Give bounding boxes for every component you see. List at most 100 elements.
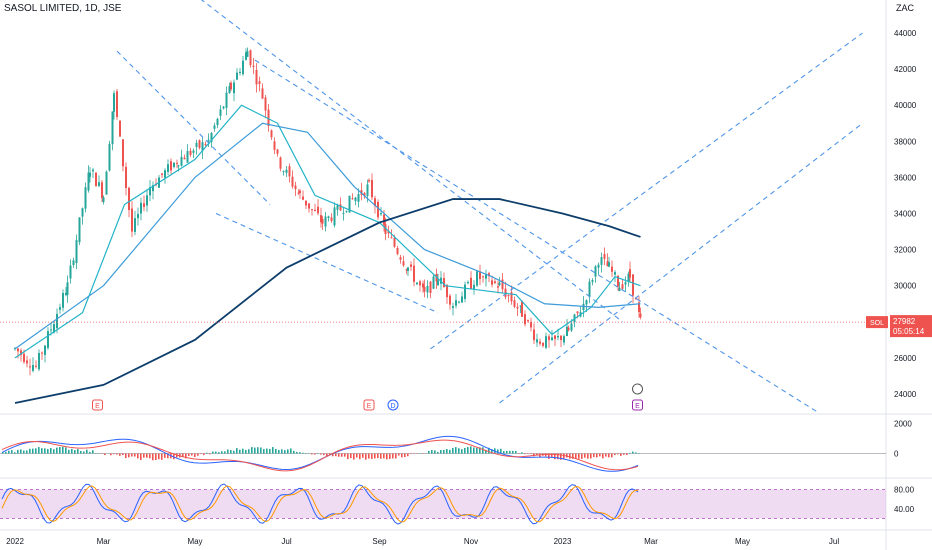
osc-bar [326, 453, 328, 457]
osc-bar [245, 449, 247, 454]
osc-bar [74, 450, 76, 454]
osc-bar [146, 453, 148, 458]
osc-bar [593, 453, 595, 458]
osc-bar [524, 453, 526, 455]
osc-bar [578, 453, 580, 459]
candle-body [122, 139, 124, 167]
osc-bar [347, 453, 349, 460]
trend-channel-line [499, 122, 863, 404]
candle-body [65, 292, 67, 296]
candle-body [311, 209, 313, 211]
osc-bar [536, 453, 538, 456]
osc-bar [503, 451, 505, 454]
candle-body [78, 217, 81, 243]
trend-channel-line [215, 212, 439, 314]
candle-body [357, 194, 360, 202]
osc-bar [368, 453, 370, 459]
candle-body [210, 133, 213, 142]
x-tick-label: Mar [97, 537, 111, 546]
candle-body [336, 205, 339, 210]
osc-bar [371, 453, 373, 459]
candle-body [591, 280, 594, 282]
y-tick-label: 32000 [894, 246, 917, 255]
x-tick-label: Sep [372, 537, 387, 546]
candle-body [32, 365, 34, 371]
candle-body [297, 192, 300, 194]
candle-body [81, 208, 84, 217]
osc-bar [608, 453, 610, 458]
osc-bar [92, 450, 94, 454]
candle-body [20, 350, 22, 356]
candle-body [69, 265, 72, 279]
candle-body [56, 313, 58, 329]
osc-bar [125, 453, 127, 459]
osc-bar [110, 453, 112, 456]
candle-body [390, 237, 393, 239]
osc-bar [155, 453, 157, 460]
x-tick-label: May [735, 537, 750, 546]
last-price-value: 27982 [893, 317, 916, 326]
candle-body [443, 277, 445, 288]
osc-bar [248, 449, 250, 454]
candle-body [53, 323, 55, 333]
candle-body [294, 185, 297, 190]
y-tick-label: 44000 [894, 29, 917, 38]
osc-bar [182, 453, 184, 457]
x-tick-label: 2022 [6, 537, 24, 546]
candle-body [95, 172, 97, 187]
osc-bar [590, 453, 592, 459]
candle-body [432, 276, 435, 289]
candle-body [458, 301, 460, 303]
osc-bar [407, 453, 409, 457]
osc-bar [53, 449, 55, 454]
osc-bar [599, 453, 601, 457]
candle-body [242, 60, 244, 75]
osc-bar [164, 453, 166, 458]
candle-body [204, 144, 207, 146]
candle-body [230, 82, 232, 90]
candle-body [342, 212, 345, 214]
dividend-marker [387, 399, 399, 411]
osc-bar [209, 453, 211, 455]
osc-bar [596, 453, 598, 458]
candle-body [449, 295, 451, 305]
candle-body [491, 280, 493, 285]
candle-body [252, 65, 255, 67]
candle-body [134, 218, 136, 232]
osc-bar [32, 448, 34, 454]
candle-body [149, 187, 151, 196]
osc-bar [242, 448, 244, 454]
osc-bar [476, 447, 478, 454]
osc-bar [254, 447, 256, 454]
x-tick-label: Mar [644, 537, 658, 546]
trend-channel-line [116, 50, 271, 205]
candle-body [519, 305, 522, 307]
candle-body [554, 335, 556, 339]
osc-bar [587, 453, 589, 459]
osc-bar [128, 453, 130, 458]
osc-bar [44, 448, 46, 454]
osc-bar [560, 453, 562, 460]
candle-body [393, 237, 396, 247]
trend-channel-line [254, 59, 818, 413]
osc-bar [218, 452, 220, 454]
candle-body [47, 331, 49, 348]
price-symbol: SOL [870, 320, 884, 327]
osc-bar [482, 447, 484, 454]
osc-bar [362, 453, 364, 458]
osc-bar [206, 452, 208, 454]
osc-bar [41, 448, 43, 454]
osc-bar [137, 453, 139, 459]
osc-bar [287, 449, 289, 454]
candle-body [582, 303, 585, 311]
osc-bar [161, 453, 163, 460]
osc-bar [458, 448, 460, 454]
osc-bar [440, 450, 442, 454]
osc-bar [158, 453, 160, 460]
candle-body [485, 274, 487, 279]
candle-body [560, 335, 562, 341]
candle-body [113, 93, 115, 112]
osc-bar [59, 447, 61, 454]
osc-bar [314, 453, 316, 455]
